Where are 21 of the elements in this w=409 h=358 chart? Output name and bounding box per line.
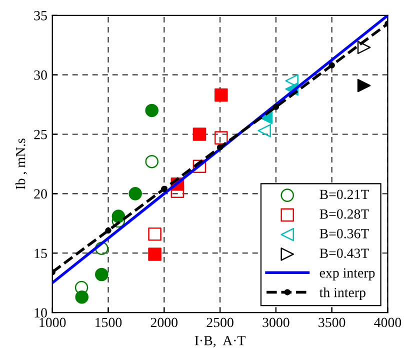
y-tick-label: 15 [34,248,47,258]
y-axis-title: Ib , mN.s [15,138,28,190]
x-tick-label: 4000 [374,318,402,328]
x-tick-label: 1000 [40,318,66,328]
y-tick-label: 25 [34,130,47,140]
x-tick-label: 3000 [262,318,290,328]
legend-label: th interp [319,287,366,300]
y-tick-label: 20 [34,189,47,199]
y-tick-label: 30 [34,70,47,80]
legend-label: B=0.36T [320,228,369,238]
x-axis-title: I·B, A·T [194,336,246,348]
x-tick-label: 3500 [318,318,346,328]
legend-label: B=0.28T [320,209,369,219]
y-tick-label: 35 [34,11,47,20]
x-tick-label: 2000 [150,318,178,328]
x-tick-label: 1500 [96,318,122,328]
legend-label: B=0.43T [320,248,369,258]
x-tick-label: 2500 [206,318,234,328]
legend-label: exp interp [320,268,375,280]
y-tick-label: 10 [34,308,47,318]
legend-label: B=0.21T [320,190,369,200]
